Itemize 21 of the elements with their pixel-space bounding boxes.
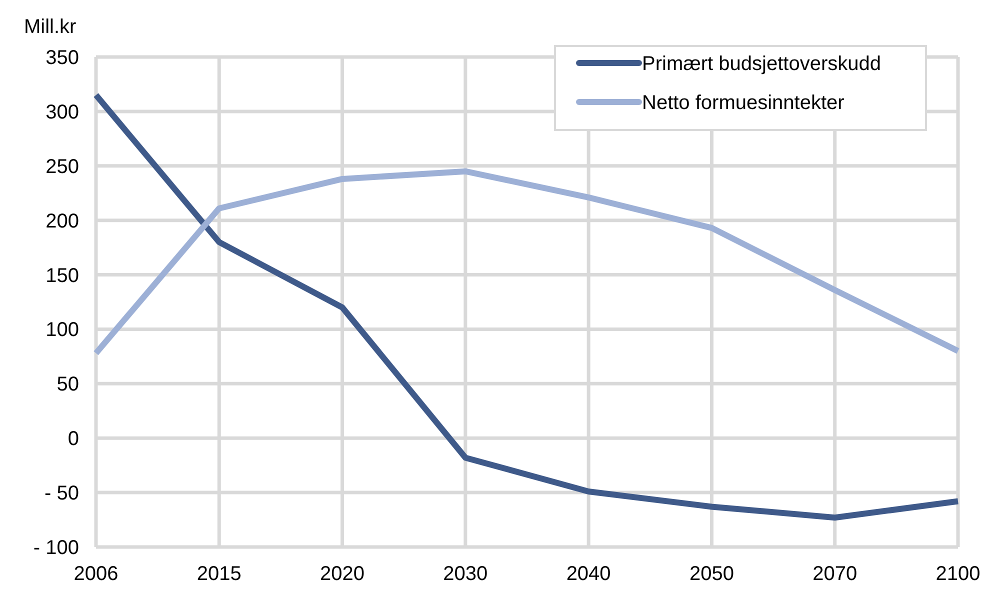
y-tick-label: 250 [46,156,79,178]
y-tick-label: 0 [68,428,79,450]
x-tick-label: 2070 [812,563,858,585]
y-tick-label: - 50 [44,482,79,505]
y-tick-label: 150 [46,264,79,287]
x-tick-label: 2100 [936,563,980,585]
y-axis-title: Mill.kr [24,16,77,38]
x-tick-label: 2006 [74,563,118,585]
y-tick-label: 350 [46,47,79,69]
x-tick-label: 2020 [320,563,365,585]
x-tick-label: 2015 [196,563,242,585]
y-tick-label: 50 [56,374,79,396]
y-tick-label: 100 [46,319,79,342]
legend-label: Primært budsjettoverskudd [642,53,881,75]
x-tick-label: 2040 [566,563,611,585]
legend-label: Netto formuesinntekter [642,92,845,114]
y-tick-label: 200 [46,210,79,232]
y-tick-label: - 100 [33,537,79,559]
y-tick-label: 300 [46,101,79,124]
x-tick-label: 2050 [689,563,734,585]
x-tick-label: 2030 [443,563,488,585]
